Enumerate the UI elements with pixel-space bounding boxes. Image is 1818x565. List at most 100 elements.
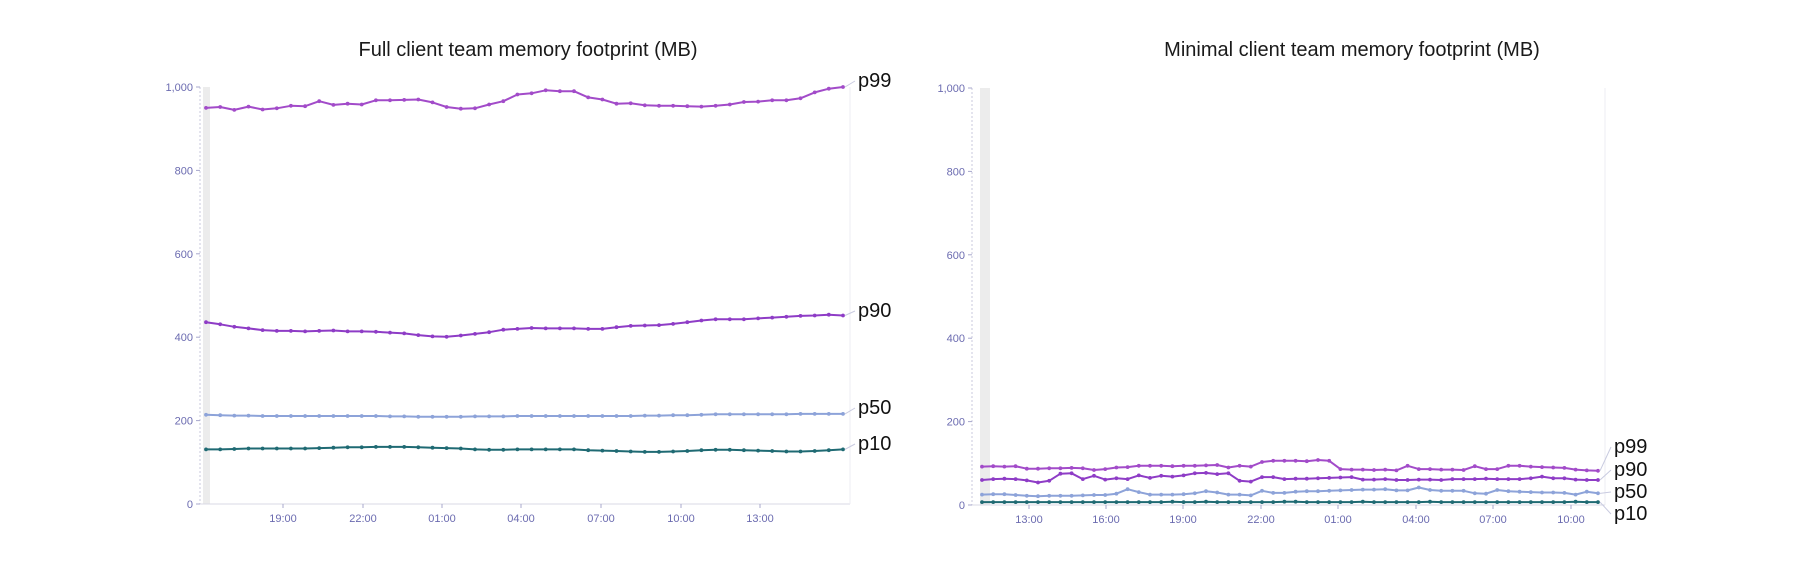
chart-2-series-p99-point: [1428, 467, 1432, 471]
chart-2-start-band: [980, 88, 990, 505]
chart-1-series-p99-point: [303, 104, 307, 109]
chart-2-series-p50-point: [1372, 487, 1376, 492]
chart-1-series-p10-point: [642, 450, 647, 454]
chart-2-series-p90-point: [980, 478, 984, 482]
chart-1-series-p99-point: [260, 107, 265, 112]
chart-2-series-p90-point: [1237, 478, 1242, 483]
chart-2-series-p10-point: [1327, 500, 1332, 504]
chart-2-series-p10-point: [1573, 499, 1578, 504]
chart-1-series-p50-point: [671, 413, 675, 418]
chart-1-series-p99-point: [331, 103, 336, 107]
chart-1-series-p10-point: [671, 449, 675, 454]
chart-2-series-p99-point: [1148, 463, 1152, 468]
chart-1-series-p99-point: [289, 103, 293, 108]
chart-1-series-p90-point: [543, 326, 548, 331]
chart-2-series-p10-point: [1506, 500, 1511, 504]
chart-2-series-p10-point: [1360, 499, 1365, 504]
chart-2-series-p50-point: [1416, 485, 1421, 490]
chart-1-series-p99-point: [317, 99, 322, 104]
chart-1-series-p10-point: [657, 450, 661, 454]
chart-1-series-p99-line: [205, 86, 844, 111]
chart-2-series-p90-point: [1372, 477, 1376, 482]
chart-2-series-p50-point: [1461, 488, 1466, 493]
chart-1-series-p90-point: [473, 332, 477, 336]
chart-2-series-p90-point: [1092, 473, 1096, 478]
chart-1-series-p99-point: [218, 105, 223, 109]
chart-1-x-tick-label: 13:00: [746, 513, 774, 525]
chart-2-series-p99-point: [1450, 467, 1455, 472]
chart-2-series-p10-point: [1058, 500, 1063, 504]
chart-1-series-p90-point: [572, 326, 576, 331]
chart-1-series-p90-point: [713, 317, 718, 322]
chart-2-series-p10-point: [1215, 500, 1220, 504]
chart-2-series-p10-point: [1036, 500, 1040, 504]
chart-1-series-p50-point: [260, 414, 265, 418]
chart-2-series-p50-point: [1181, 492, 1186, 497]
chart-2-series-p90-point: [1472, 477, 1477, 481]
chart-2-series-p99-point: [1215, 463, 1220, 467]
chart-1-series-p10-point: [487, 447, 491, 452]
chart-2-series-p50-point: [1192, 491, 1197, 496]
chart-2-series-p99-point: [1372, 468, 1376, 472]
chart-2-series-p99-point: [1327, 458, 1332, 463]
chart-1-series-p50-point: [473, 414, 477, 419]
chart-1-series-p10-point: [204, 447, 208, 452]
chart-2-series-p99-label: p99: [1614, 436, 1647, 458]
chart-1-series-p50-point: [232, 413, 237, 418]
chart-2-series-p90-point: [1596, 478, 1600, 482]
chart-2-series-p10-point: [1439, 500, 1444, 504]
chart-2-series-p99-point: [1573, 467, 1578, 472]
chart-2-series-p50-point: [1069, 493, 1074, 498]
chart-1-series-p10-point: [430, 445, 435, 450]
chart-2-series-p99-point: [1282, 458, 1287, 463]
chart-1-title: Full client team memory footprint (MB): [359, 39, 698, 61]
chart-1-x-tick-label: 07:00: [587, 513, 615, 525]
chart-1-series-p10-point: [374, 445, 378, 449]
chart-2-series-p90-point: [1584, 478, 1589, 482]
chart-2-x-tick-label: 19:00: [1169, 514, 1197, 526]
chart-1-series-p90-point: [529, 326, 534, 330]
chart-1-series-p90-point: [770, 315, 775, 320]
chart-2-series-p10-point: [1002, 500, 1007, 504]
chart-2-series-p99-point: [1114, 465, 1119, 470]
chart-2-series-p90-point: [1461, 477, 1466, 481]
chart-2-series-p90-point: [1024, 478, 1029, 483]
chart-1-series-p99-point: [727, 102, 732, 107]
chart-1-series-p99-point: [742, 100, 746, 104]
chart-2-series-p99-point: [1394, 468, 1399, 473]
chart-2-series-p99-point: [1181, 463, 1186, 468]
chart-2-series-p50-point: [1573, 492, 1578, 497]
chart-2-series-p99-point: [991, 464, 996, 469]
chart-2-y-tick-label: 200: [947, 417, 965, 429]
chart-1-series-p10-point: [586, 448, 591, 453]
chart-1-series-p50-point: [303, 414, 307, 418]
chart-1-series-p10-point: [756, 448, 760, 453]
chart-1-series-p90-point: [742, 317, 746, 322]
chart-2-series-p99-point: [1013, 464, 1018, 469]
chart-2-series-p99-point: [1293, 458, 1298, 463]
chart-1-series-p50-point: [444, 414, 449, 419]
chart-1-series-p90-point: [260, 328, 265, 332]
chart-1-series-p90-point: [614, 325, 619, 330]
chart-2-series-p50-point: [1293, 489, 1298, 494]
chart-2-x-tick-label: 01:00: [1324, 514, 1352, 526]
chart-1-series-p50-point: [430, 414, 435, 419]
chart-1-series-p10-point: [218, 447, 223, 452]
chart-1-series-p99-point: [402, 98, 407, 102]
chart-1-series-p50-point: [402, 414, 407, 419]
chart-2-series-p50-point: [1596, 491, 1600, 496]
chart-2-series-p10-point: [1136, 500, 1141, 504]
chart-2-series-p10-point: [1170, 499, 1175, 504]
chart-2-series-p50-point: [1114, 491, 1119, 496]
chart-2-series-p10-label: p10: [1614, 503, 1647, 525]
chart-1-series-p50-point: [289, 414, 293, 418]
chart-1-series-p50-point: [841, 412, 845, 416]
chart-2-series-p99-point: [1540, 465, 1544, 469]
chart-1-series-p99-point: [274, 106, 279, 111]
chart-1-series-p99-point: [359, 102, 364, 107]
chart-1-series-p10-point: [798, 449, 803, 454]
chart-2-series-p90-point: [1047, 478, 1052, 483]
chart-2-series-p50-point: [1080, 493, 1085, 498]
chart-1-series-p99-point: [558, 89, 562, 94]
chart-1-series-p99-point: [713, 103, 718, 108]
